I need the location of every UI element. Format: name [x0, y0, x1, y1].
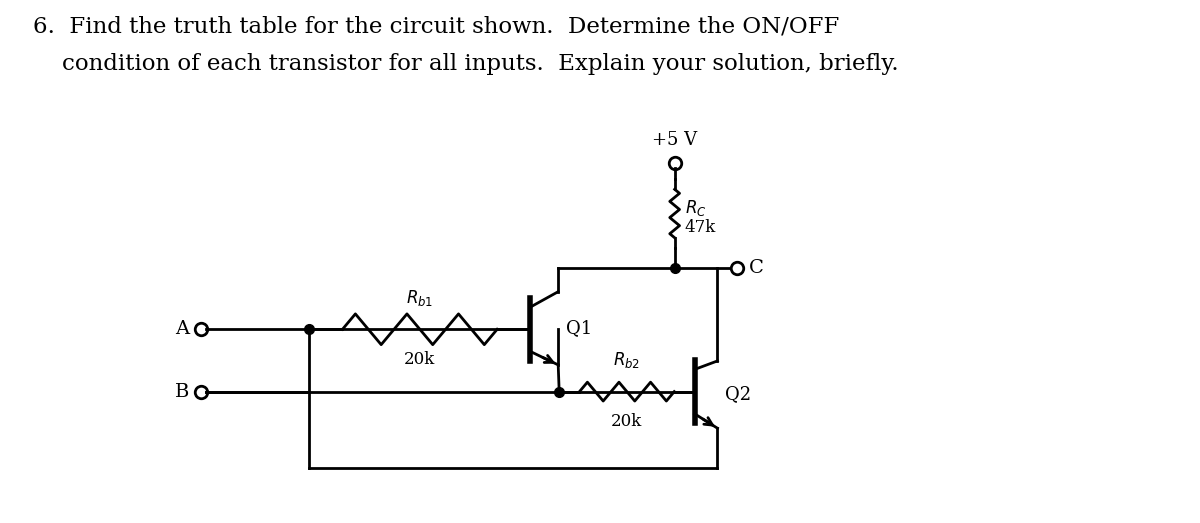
Text: $R_{b2}$: $R_{b2}$	[613, 350, 641, 370]
Text: Q1: Q1	[566, 319, 593, 337]
Text: 20k: 20k	[404, 351, 436, 368]
Text: C: C	[749, 259, 764, 277]
Text: condition of each transistor for all inputs.  Explain your solution, briefly.: condition of each transistor for all inp…	[32, 53, 899, 75]
Text: B: B	[174, 383, 188, 401]
Text: 6.  Find the truth table for the circuit shown.  Determine the ON/OFF: 6. Find the truth table for the circuit …	[32, 16, 839, 38]
Text: $R_{b1}$: $R_{b1}$	[406, 288, 433, 308]
Text: +5 V: +5 V	[652, 131, 697, 149]
Text: Q2: Q2	[726, 385, 751, 404]
Text: A: A	[175, 320, 188, 338]
Text: 20k: 20k	[611, 413, 642, 430]
Text: $R_C$: $R_C$	[685, 198, 707, 218]
Text: 47k: 47k	[685, 219, 716, 236]
